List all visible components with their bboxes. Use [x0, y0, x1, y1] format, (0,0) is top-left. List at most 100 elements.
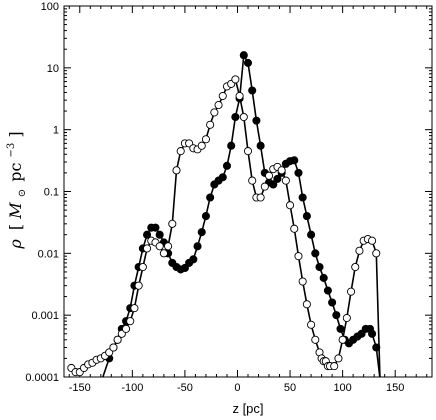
data-point-filled: [227, 141, 236, 150]
data-point-open: [218, 91, 227, 101]
x-tick-label: -50: [177, 382, 193, 394]
data-point-open: [109, 343, 118, 352]
data-point-open: [143, 244, 152, 253]
data-point-open: [302, 300, 311, 309]
data-point-open: [168, 219, 177, 228]
data-point-open: [206, 120, 215, 129]
data-point-open: [256, 193, 265, 202]
data-point-open: [235, 91, 244, 101]
data-point-open: [264, 171, 274, 180]
y-tick-label: 1: [53, 125, 59, 137]
data-point-open: [176, 147, 185, 156]
y-axis-label: ρ [ M ⊙ pc −3 ]: [0, 131, 29, 249]
data-point-open: [201, 135, 210, 144]
data-point-filled: [218, 173, 227, 182]
data-point-open: [113, 335, 122, 344]
data-point-filled: [206, 193, 215, 202]
y-label-mass: M: [6, 202, 25, 220]
data-point-filled: [151, 223, 160, 232]
data-point-filled: [256, 141, 265, 150]
data-point-filled: [290, 156, 299, 165]
data-point-filled: [189, 255, 198, 264]
data-point-filled: [294, 168, 303, 177]
data-point-open: [164, 242, 173, 251]
data-point-filled: [315, 263, 324, 272]
data-point-open: [346, 287, 356, 296]
y-label-open-bracket: [: [6, 224, 25, 230]
data-point-open: [355, 246, 364, 255]
x-tick-label: 50: [284, 382, 296, 394]
data-point-open: [290, 224, 299, 233]
x-tick-label: -150: [69, 382, 91, 394]
data-point-open: [121, 324, 131, 333]
data-point-open: [330, 362, 339, 371]
data-point-filled: [197, 228, 206, 237]
data-point-filled: [328, 298, 337, 307]
y-tick-label: 10: [47, 63, 59, 75]
y-tick-label: 0.0001: [25, 372, 59, 384]
y-label-exponent: −3: [6, 143, 17, 158]
data-point-filled: [336, 324, 345, 333]
data-point-filled: [143, 230, 152, 239]
x-axis-label: z [pc]: [232, 401, 263, 416]
y-tick-label: 0.01: [38, 248, 59, 260]
data-point-open: [159, 249, 168, 258]
x-tick-label: 0: [234, 382, 240, 394]
data-point-filled: [298, 193, 307, 202]
data-point-open: [311, 335, 320, 344]
data-point-filled: [239, 51, 248, 60]
data-point-filled: [222, 161, 232, 170]
y-label-rho: ρ: [6, 239, 25, 250]
data-point-filled: [231, 112, 240, 122]
data-point-open: [286, 201, 295, 210]
data-point-open: [197, 141, 206, 150]
data-point-filled: [201, 212, 210, 221]
data-point-filled: [248, 86, 257, 95]
data-point-filled: [311, 249, 320, 258]
data-point-open: [368, 236, 377, 245]
y-label-sun-symbol: ⊙: [17, 189, 28, 197]
data-point-open: [260, 182, 269, 191]
data-point-open: [277, 166, 286, 175]
data-point-open: [248, 176, 257, 185]
data-point-filled: [332, 311, 341, 320]
data-point-open: [172, 166, 181, 175]
data-point-open: [214, 101, 223, 110]
data-point-filled: [252, 116, 261, 125]
y-label-pc: pc: [6, 163, 25, 182]
data-point-open: [372, 249, 381, 258]
data-point-open: [126, 317, 135, 326]
data-point-filled: [323, 286, 332, 295]
data-point-filled: [273, 174, 282, 183]
data-point-filled: [302, 212, 311, 221]
axis-ticks: -150 -100 -50 0 50 100 150 0.0001 0.001 0.01 0.1 1 1…: [25, 1, 432, 394]
data-point-open: [338, 335, 347, 344]
data-point-open: [138, 263, 147, 272]
data-point-open: [342, 313, 351, 323]
data-point-filled: [319, 273, 328, 282]
data-point-open: [334, 354, 343, 363]
data-point-open: [351, 263, 360, 272]
y-tick-label: 0.001: [31, 310, 59, 322]
y-tick-label: 0.1: [44, 187, 59, 199]
x-tick-label: -100: [121, 382, 143, 394]
series-layer: [67, 51, 381, 377]
x-tick-label: 150: [386, 382, 404, 394]
data-point-filled: [243, 58, 253, 67]
data-point-open: [281, 176, 290, 185]
data-point-filled: [155, 230, 164, 239]
y-tick-label: 100: [41, 1, 59, 13]
data-point-filled: [368, 329, 377, 338]
data-point-filled: [269, 180, 278, 189]
data-point-open: [155, 242, 164, 251]
data-point-open: [298, 277, 307, 286]
data-point-open: [130, 304, 139, 313]
series-line-open: [70, 77, 381, 377]
data-point-filled: [307, 230, 316, 239]
data-point-open: [307, 320, 316, 329]
data-point-open: [294, 252, 303, 261]
y-label-close-bracket: ]: [6, 131, 25, 137]
data-point-open: [134, 281, 143, 290]
data-point-open: [243, 147, 253, 156]
